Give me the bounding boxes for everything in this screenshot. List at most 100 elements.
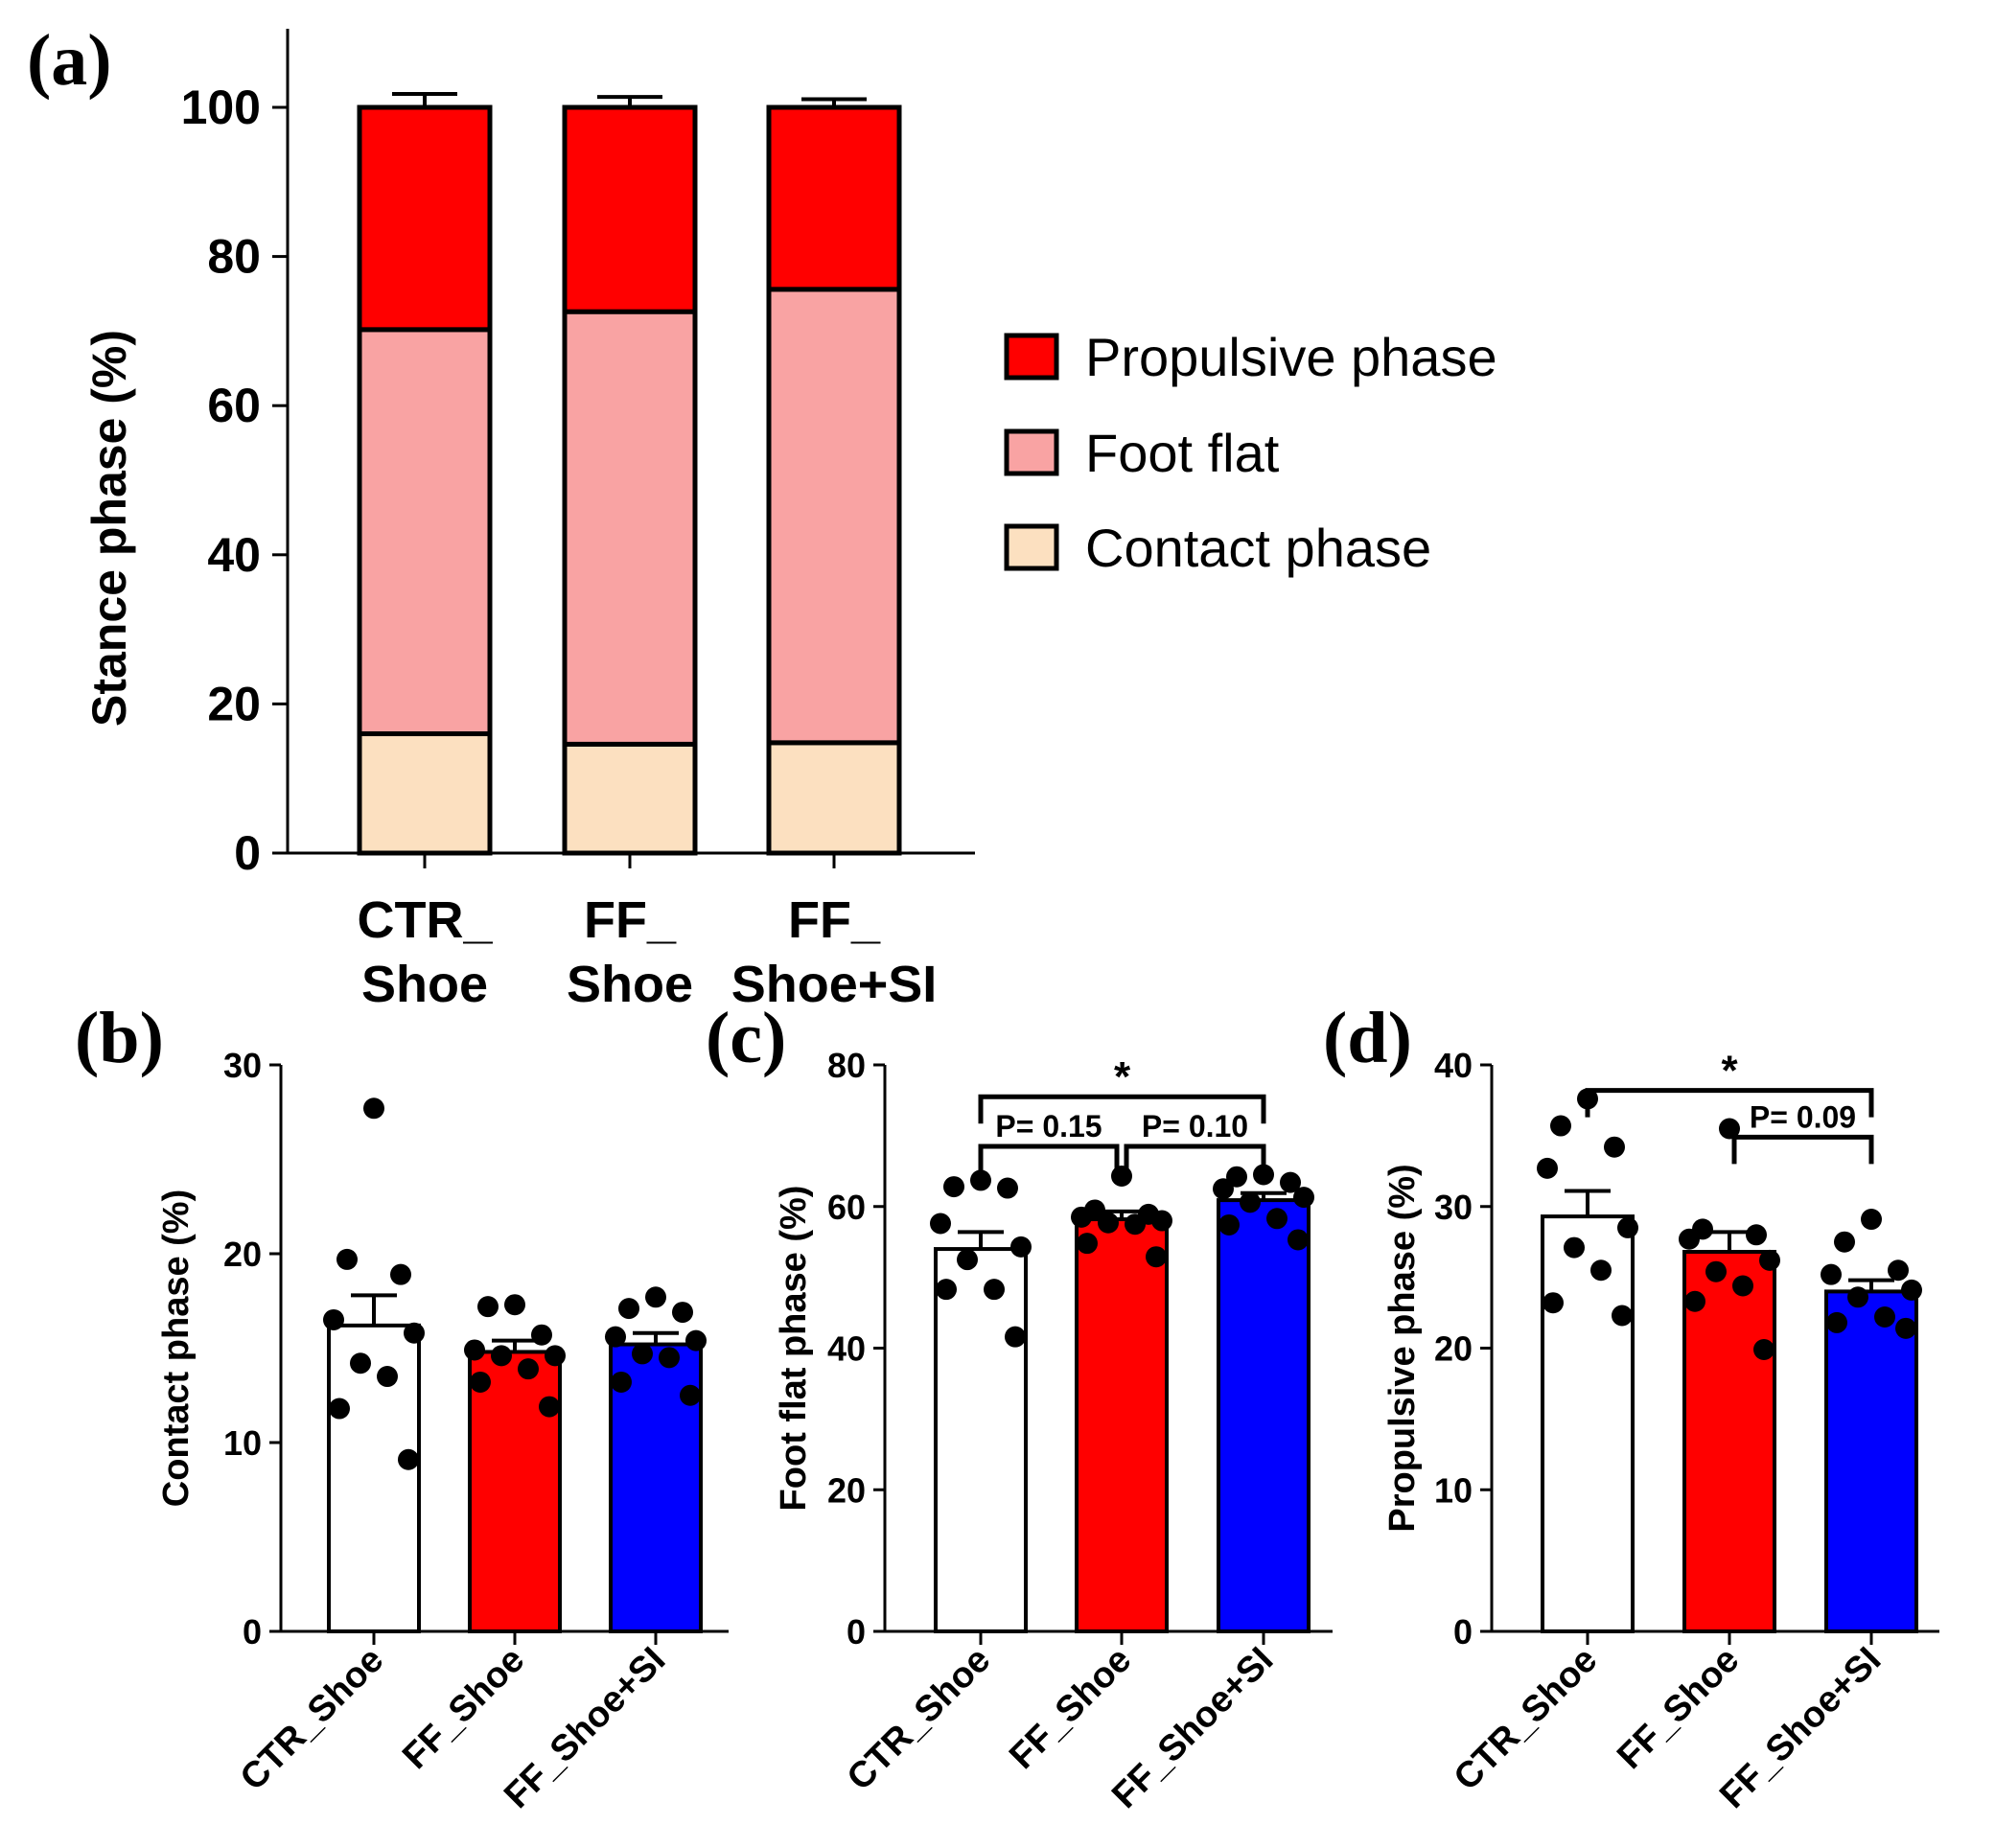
y-tick-label: 20 [1434,1329,1473,1369]
legend-swatch [1004,333,1059,381]
data-point [943,1176,964,1198]
data-point [930,1213,951,1235]
y-tick-label: 10 [1434,1470,1473,1510]
y-axis-title: Contact phase (%) [156,1190,197,1507]
data-point [605,1326,626,1348]
data-point [504,1294,525,1316]
data-point [1874,1305,1895,1328]
data-point [611,1371,632,1393]
y-tick-label: 80 [827,1046,866,1085]
data-point [1847,1286,1868,1308]
data-point [1005,1326,1026,1348]
category-label: CTR_Shoe [233,1640,392,1799]
data-point [539,1396,560,1418]
legend-label: Propulsive phase [1085,327,1497,387]
data-point [1861,1209,1882,1231]
y-tick-label: 0 [1453,1612,1473,1652]
significance-bracket [1585,1088,1874,1118]
data-point [1612,1305,1633,1327]
category-label: Shoe [567,956,693,1013]
y-axis-title: Propulsive phase (%) [1382,1164,1423,1532]
category-label: Shoe [361,956,488,1013]
data-point [1888,1259,1909,1282]
data-point [659,1347,680,1369]
category-label: FF_Shoe [395,1640,532,1777]
y-tick-label: 40 [207,528,261,582]
bar-segment [357,104,493,333]
data-point [1732,1275,1753,1297]
y-tick-label: 80 [207,230,261,284]
data-point [363,1097,384,1120]
data-point [936,1279,957,1301]
data-point [685,1329,707,1351]
data-point [1901,1279,1922,1301]
data-point [1617,1216,1638,1238]
y-axis-title: Stance phase (%) [82,330,136,727]
data-point [1821,1263,1842,1285]
data-point [531,1324,552,1346]
bar [1682,1250,1776,1634]
panel-a-label: (a) [27,20,112,101]
panel-d: (d) 0 10 20 30 40 Propulsive phase (%) CTR_Shoe… [1323,998,1939,1816]
data-point [477,1296,499,1318]
data-point [1543,1292,1564,1314]
significance-label: * [1114,1053,1131,1100]
data-point [377,1366,398,1388]
data-point [390,1263,411,1285]
y-tick-label: 0 [243,1612,262,1652]
data-point [1111,1165,1132,1187]
category-label: FF_ [584,891,677,949]
y-tick-label: 0 [234,826,261,880]
data-point [672,1302,693,1324]
panel-b-label: (b) [75,998,164,1078]
y-tick-label: 100 [181,81,261,134]
category-label: CTR_ [357,891,493,949]
y-tick-label: 20 [223,1235,262,1274]
data-point [1684,1290,1705,1312]
significance-bracket [1731,1134,1874,1165]
data-point [470,1371,491,1393]
bar-segment [562,104,698,314]
data-point [1218,1213,1240,1236]
data-point [350,1352,371,1374]
y-tick-label: 60 [207,379,261,432]
data-point [1125,1213,1146,1236]
legend-label: Contact phase [1085,518,1431,578]
data-point [1826,1311,1847,1333]
bar-segment [766,740,902,856]
panel-c-label: (c) [706,998,786,1078]
data-point [1146,1246,1167,1268]
data-point [645,1286,666,1308]
significance-bracket [1124,1143,1266,1173]
data-point [1604,1136,1625,1158]
panel-a: (a) 0 20 40 60 80 100 Stance phase (%) CTR_ Shoe F… [27,20,1497,1013]
y-tick-label: 10 [223,1423,262,1463]
bar [1824,1289,1918,1634]
panel-b: (b) 0 10 20 30 Contact phase (%) CTR_Shoe FF_Sh… [75,998,729,1816]
data-point [1071,1206,1092,1228]
y-tick-label: 30 [223,1046,262,1085]
data-point [957,1249,978,1271]
significance-label: P= 0.09 [1750,1099,1856,1134]
bar-segment [562,309,698,747]
data-point [1746,1224,1767,1246]
y-tick-label: 0 [847,1612,866,1652]
data-point [1213,1178,1234,1200]
data-point [518,1358,539,1380]
data-point [1759,1249,1780,1271]
data-point [1537,1157,1558,1179]
y-tick-label: 20 [827,1470,866,1510]
data-point [404,1322,425,1344]
data-point [1240,1191,1261,1213]
bar [468,1350,562,1633]
data-point [1834,1231,1855,1253]
data-point [545,1345,566,1367]
data-point [1280,1171,1301,1193]
data-point [984,1279,1005,1301]
data-point [1253,1164,1274,1186]
data-point [1590,1259,1612,1282]
data-point [1266,1208,1287,1230]
category-label: Shoe+SI [731,956,938,1013]
category-label: FF_Shoe [1002,1640,1139,1777]
data-point [1287,1229,1309,1251]
